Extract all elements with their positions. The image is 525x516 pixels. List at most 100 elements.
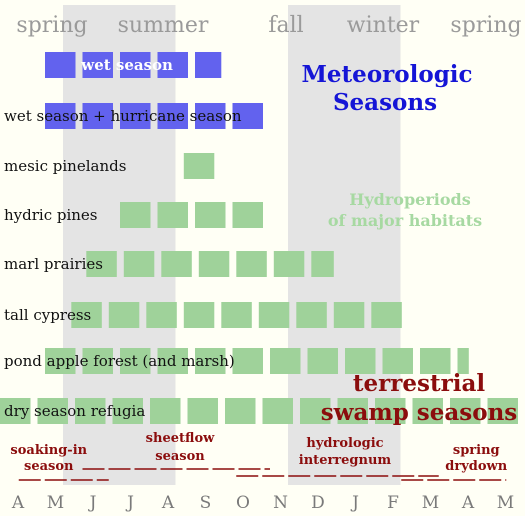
period-bars [0, 52, 518, 424]
swamp-season-label-2-line1: hydrologic [306, 436, 383, 451]
bar-segment [270, 348, 301, 374]
bar-segment [262, 398, 293, 424]
season-label-3: winter [347, 13, 420, 38]
swamp-season-label-3-line1: spring [453, 443, 500, 458]
month-tick-label: A [11, 493, 25, 513]
meteorologic-title-line2: Seasons [333, 89, 437, 116]
bar-segment [300, 398, 331, 424]
season-label-4: spring [450, 13, 521, 38]
bar-segment [420, 348, 451, 374]
series-label-1: wet season + hurricane season [4, 107, 242, 125]
series-label-2: mesic pinelands [4, 157, 126, 175]
month-tick-label: S [200, 493, 212, 513]
month-tick-label: N [273, 493, 288, 513]
bar-segment [195, 52, 222, 78]
bar-segment [157, 202, 188, 228]
bar-segment [457, 348, 469, 374]
series-label-5: tall cypress [4, 306, 91, 324]
month-tick-label: J [88, 493, 97, 513]
swamp-season-label-1-line1: sheetflow [146, 431, 215, 446]
swamp-season-label-0-line2: season [24, 459, 74, 474]
month-tick-label: O [236, 493, 250, 513]
month-tick-label: J [350, 493, 359, 513]
bar-segment [273, 251, 305, 277]
bar-segment [183, 153, 215, 179]
bar-segment [150, 398, 181, 424]
swamp-season-label-1-line2: season [155, 449, 205, 464]
bar-segment [82, 52, 113, 78]
bar-segment [86, 251, 117, 277]
bar-segment [187, 398, 218, 424]
bar-segment [45, 103, 76, 129]
series-label-6: pond apple forest (and marsh) [4, 352, 235, 370]
month-tick-label: F [387, 493, 399, 513]
month-tick-label: A [461, 493, 475, 513]
series-label-3: hydric pines [4, 206, 98, 224]
bar-segment [296, 302, 327, 328]
bar-segment [375, 398, 406, 424]
bar-segment [195, 202, 226, 228]
bar-segment [236, 251, 267, 277]
bar-segment [146, 302, 177, 328]
bar-segment [371, 302, 402, 328]
row-labels: wet season wet season + hurricane season m… [4, 56, 242, 420]
bar-segment [112, 398, 143, 424]
bar-segment [161, 251, 192, 277]
swamp-title-line1: terrestrial [353, 370, 485, 397]
bar-segment [311, 251, 334, 277]
series-label-7: dry season refugia [4, 402, 145, 420]
season-label-2: fall [268, 13, 303, 38]
bar-segment [157, 103, 188, 129]
bar-segment [198, 251, 230, 277]
bar-segment [337, 398, 368, 424]
season-header: spring summer fall winter spring [16, 13, 521, 38]
bar-segment [123, 251, 155, 277]
swamp-season-label-0-line1: soaking-in [10, 443, 87, 458]
month-tick-label: J [125, 493, 134, 513]
bar-segment [120, 103, 151, 129]
bar-segment [82, 103, 113, 129]
season-label-1: summer [118, 13, 209, 38]
bar-segment [225, 398, 256, 424]
bar-segment [195, 348, 226, 374]
bar-segment [232, 202, 263, 228]
bar-segment [195, 103, 226, 129]
bar-segment [45, 348, 76, 374]
bar-segment [108, 302, 140, 328]
hydroperiod-title-line1: Hydroperiods [349, 190, 470, 209]
bar-segment [82, 348, 113, 374]
bar-segment [71, 302, 102, 328]
month-tick-label: M [422, 493, 439, 513]
bar-segment [120, 202, 151, 228]
bar-segment [333, 302, 365, 328]
bar-segment [232, 103, 263, 129]
month-tick-label: A [161, 493, 175, 513]
bar-segment [157, 348, 188, 374]
bar-segment [345, 348, 376, 374]
swamp-seasons: soaking-inseasonsheetflowseasonhydrologi… [10, 431, 508, 481]
month-tick-label: M [497, 493, 514, 513]
month-tick-label: D [311, 493, 325, 513]
bar-segment [382, 348, 413, 374]
swamp-season-label-3-line2: drydown [445, 459, 507, 474]
bar-segment [45, 52, 76, 78]
bar-segment [487, 398, 518, 424]
swamp-title-line2: swamp seasons [321, 399, 518, 426]
bar-segment [120, 348, 151, 374]
meteorologic-title-line1: Meteorologic [301, 61, 472, 88]
bar-segment [450, 398, 481, 424]
hydroperiod-title-line2: of major habitats [328, 211, 482, 230]
bar-segment [0, 398, 31, 424]
bar-segment [157, 52, 188, 78]
bar-segment [258, 302, 290, 328]
bar-segment [75, 398, 106, 424]
season-label-0: spring [16, 13, 87, 38]
bar-segment [232, 348, 263, 374]
bar-segment [307, 348, 338, 374]
chart-titles: Meteorologic Seasons Hydroperiods of maj… [301, 61, 517, 426]
swamp-season-label-2-line2: interregnum [299, 453, 392, 468]
bar-segment [120, 52, 151, 78]
bar-segment [221, 302, 252, 328]
